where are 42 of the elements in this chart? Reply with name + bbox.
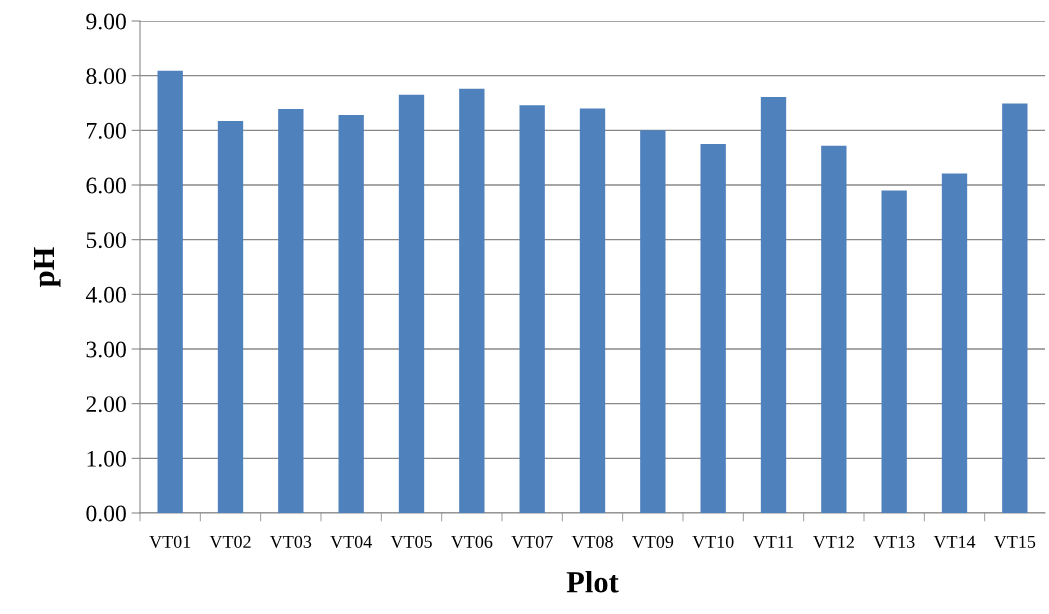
y-tick-label: 7.00	[87, 122, 126, 139]
x-tick-label: VT10	[692, 535, 734, 549]
bar	[157, 70, 183, 513]
y-tick-label: 2.00	[86, 396, 126, 413]
bar	[338, 115, 364, 513]
x-tick-label: VT11	[752, 535, 794, 549]
x-tick-label: VT08	[571, 535, 613, 549]
y-tick-label: 9.00	[86, 13, 126, 30]
bar	[459, 88, 485, 513]
x-tick-label: VT09	[631, 535, 674, 549]
bar	[640, 130, 666, 513]
x-tick-label: VT02	[209, 535, 251, 549]
bar	[579, 108, 606, 513]
y-tick-label: 6.00	[86, 177, 126, 194]
bar	[519, 105, 545, 513]
bar	[1002, 103, 1028, 513]
y-tick-label: 4.00	[85, 286, 126, 303]
x-axis-title: Plot	[566, 571, 619, 593]
x-tick-label: VT03	[269, 535, 312, 549]
y-axis-title: pH	[33, 247, 61, 287]
y-tick-label: 0.00	[86, 505, 126, 522]
x-tick-label: VT06	[450, 535, 493, 549]
bar	[217, 121, 244, 513]
bar	[760, 96, 787, 513]
y-tick-label: 1.00	[87, 450, 126, 467]
x-tick-label: VT05	[390, 535, 432, 549]
bar	[821, 145, 847, 513]
bar	[941, 173, 968, 513]
x-tick-label: VT01	[149, 535, 191, 549]
x-tick-label: VT14	[933, 535, 976, 549]
x-tick-label: VT13	[873, 535, 915, 549]
x-tick-label: VT04	[330, 535, 372, 549]
x-tick-label: VT15	[993, 535, 1036, 549]
x-tick-label: VT07	[511, 535, 553, 549]
y-tick-label: 3.00	[86, 341, 126, 358]
bar	[398, 94, 425, 513]
x-tick-label: VT12	[812, 535, 854, 549]
bar	[881, 190, 907, 513]
y-tick-label: 5.00	[86, 232, 126, 249]
bar	[700, 144, 726, 513]
y-tick-label: 8.00	[86, 68, 126, 85]
bar	[278, 109, 304, 513]
